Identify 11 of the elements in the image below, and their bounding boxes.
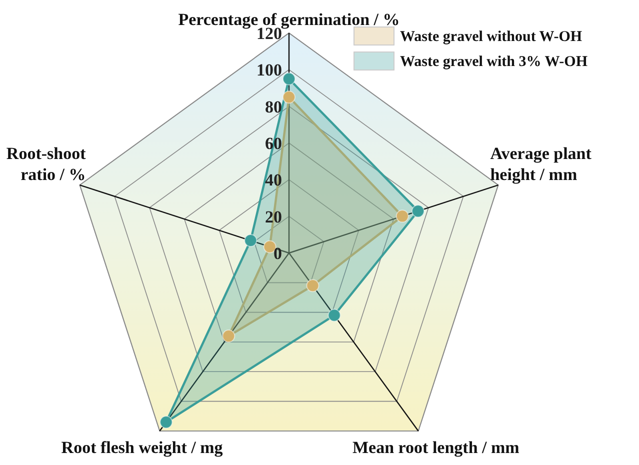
y-tick-label: 100	[256, 60, 282, 80]
y-tick-label: 20	[265, 207, 282, 226]
legend-label: Waste gravel without W-OH	[400, 29, 582, 45]
legend-label: Waste gravel with 3% W-OH	[400, 54, 588, 70]
spoke-label: Root-shoot ratio / %	[6, 144, 86, 184]
spoke-label: Mean root length / mm	[352, 438, 520, 457]
spoke-label: Average plant height / mm	[490, 144, 592, 184]
y-tick-label: 40	[265, 170, 282, 190]
y-tick-label: 0	[274, 244, 282, 263]
y-tick-label: 80	[265, 97, 282, 116]
spoke-label: Root flesh weight / mg	[61, 438, 224, 457]
